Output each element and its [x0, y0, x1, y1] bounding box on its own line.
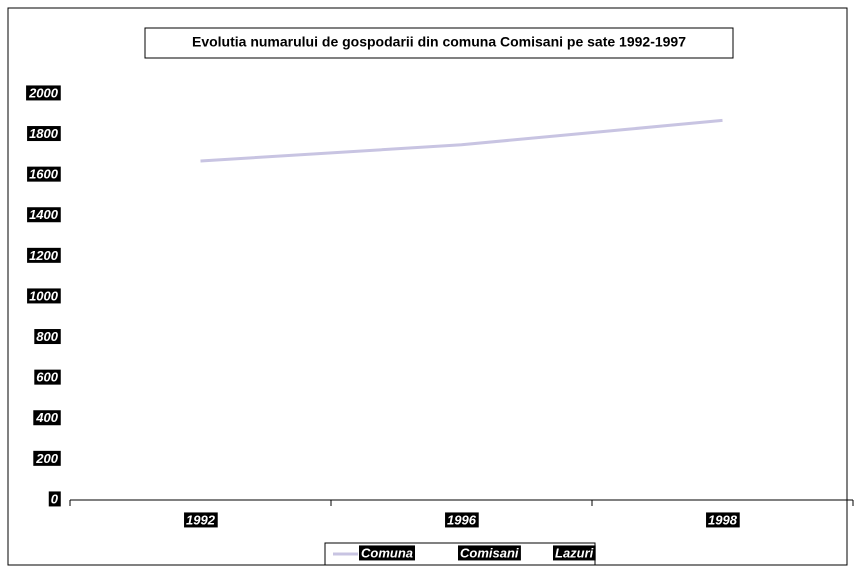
y-tick-label: 800	[36, 329, 58, 344]
x-tick-label-bg	[445, 512, 479, 528]
legend-label: Comuna	[361, 545, 413, 560]
y-tick-label-bg	[33, 450, 61, 466]
y-tick-label-bg	[33, 410, 61, 426]
y-tick-label-bg	[27, 288, 61, 304]
chart-frame	[7, 7, 848, 566]
y-tick-label: 1200	[29, 248, 59, 263]
title-box	[144, 27, 734, 59]
legend-label-bg	[458, 545, 521, 561]
y-tick-label: 1800	[29, 126, 59, 141]
series-line	[200, 118, 723, 163]
y-tick-label-bg	[48, 491, 61, 507]
legend-label-bg	[359, 545, 415, 561]
y-tick-label: 200	[35, 451, 58, 466]
y-tick-label-bg	[34, 369, 61, 385]
y-tick-label-bg	[27, 126, 61, 142]
legend-label: Comisani	[460, 545, 519, 560]
y-tick-label-bg	[27, 207, 61, 223]
y-tick-label: 1600	[29, 167, 59, 182]
y-tick-label: 600	[36, 370, 58, 385]
y-tick-label: 1400	[29, 207, 59, 222]
y-tick-label-bg	[26, 85, 61, 101]
legend-label-bg	[553, 545, 596, 561]
x-tick-label: 1992	[186, 512, 216, 527]
x-tick-label-bg	[184, 512, 218, 528]
y-tick-label-bg	[27, 166, 61, 182]
y-tick-label-bg	[34, 329, 61, 345]
y-tick-label: 1000	[29, 288, 59, 303]
legend-label: Lazuri	[555, 545, 594, 560]
x-tick-label: 1998	[708, 512, 738, 527]
x-tick-label-bg	[706, 512, 740, 528]
y-tick-label: 400	[35, 410, 58, 425]
x-tick-label: 1996	[447, 512, 477, 527]
y-tick-label: 0	[51, 491, 59, 506]
y-tick-label-bg	[27, 247, 61, 263]
y-tick-label: 2000	[28, 85, 59, 100]
chart-title: Evolutia numarului de gospodarii din com…	[192, 34, 686, 50]
